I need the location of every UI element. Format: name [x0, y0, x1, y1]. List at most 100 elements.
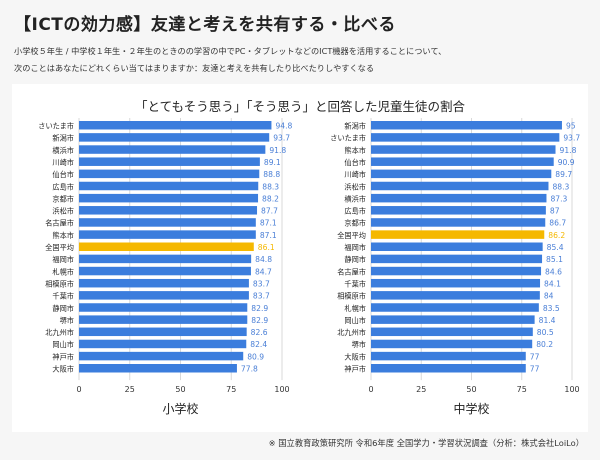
category-label-1-10: 福岡市 — [344, 243, 366, 252]
chart-title: 「とてもそう思う」「そう思う」と回答した児童生徒の割合 — [134, 99, 465, 114]
category-label-1-7: 広島市 — [344, 207, 366, 216]
value-label-1-19: 77 — [530, 352, 540, 361]
axis-caption-1: 中学校 — [453, 401, 489, 416]
bar-0-14 — [79, 291, 249, 300]
category-label-0-9: 熊本市 — [52, 231, 74, 240]
bar-0-17 — [79, 327, 247, 337]
x-tick-label-1-2: 50 — [466, 385, 476, 394]
value-label-0-7: 87.7 — [261, 207, 278, 216]
bar-1-19 — [371, 351, 526, 361]
category-label-0-0: さいたま市 — [38, 122, 74, 131]
category-label-0-6: 京都市 — [52, 194, 74, 203]
category-label-0-4: 仙台市 — [52, 170, 74, 179]
bar-1-16 — [371, 315, 535, 324]
value-label-1-17: 80.5 — [537, 328, 554, 337]
x-tick-label-1-0: 0 — [368, 385, 373, 394]
bar-1-15 — [371, 303, 539, 312]
category-label-1-6: 横浜市 — [344, 194, 366, 203]
bar-1-20 — [371, 364, 526, 373]
bar-1-8 — [371, 218, 546, 227]
category-label-0-10: 全国平均 — [45, 243, 74, 252]
category-label-0-3: 川崎市 — [52, 158, 74, 167]
bar-0-13 — [79, 278, 249, 288]
category-label-0-16: 堺市 — [60, 316, 74, 325]
bar-1-3 — [371, 157, 554, 166]
category-label-1-1: さいたま市 — [330, 134, 366, 143]
value-label-0-19: 80.9 — [247, 352, 264, 361]
bar-0-18 — [79, 339, 247, 349]
category-label-1-13: 千葉市 — [344, 279, 366, 288]
category-label-1-16: 岡山市 — [344, 316, 366, 325]
value-label-1-0: 95 — [566, 122, 576, 131]
category-label-0-20: 大阪市 — [52, 365, 74, 374]
x-tick-label-0-4: 100 — [274, 385, 289, 394]
x-tick-label-1-3: 75 — [517, 385, 527, 394]
x-tick-label-0-0: 0 — [76, 385, 81, 394]
category-label-0-7: 浜松市 — [52, 207, 74, 216]
bar-0-9 — [79, 230, 256, 239]
value-label-0-6: 88.2 — [262, 194, 279, 203]
value-label-1-12: 84.6 — [545, 267, 562, 276]
value-label-1-8: 86.7 — [549, 219, 566, 228]
category-label-0-18: 岡山市 — [52, 340, 74, 349]
bar-0-16 — [79, 315, 248, 324]
value-label-1-3: 90.9 — [558, 158, 575, 167]
category-label-1-5: 浜松市 — [344, 182, 366, 191]
value-label-0-13: 83.7 — [253, 279, 270, 288]
x-tick-label-1-4: 100 — [564, 385, 579, 394]
value-label-0-0: 94.8 — [275, 122, 292, 131]
bar-1-11 — [371, 254, 543, 264]
x-tick-label-0-2: 50 — [175, 385, 185, 394]
value-label-1-9: 86.2 — [548, 231, 565, 240]
category-label-1-15: 札幌市 — [344, 304, 366, 313]
bar-0-10 — [79, 242, 254, 251]
bar-0-7 — [79, 206, 258, 215]
value-label-0-1: 93.7 — [273, 134, 290, 143]
category-label-0-11: 福岡市 — [52, 255, 74, 264]
value-label-0-4: 88.8 — [263, 170, 280, 179]
category-label-0-12: 札幌市 — [52, 267, 74, 276]
value-label-0-18: 82.4 — [250, 340, 267, 349]
value-label-0-17: 82.6 — [251, 328, 268, 337]
category-label-1-9: 全国平均 — [337, 231, 366, 240]
value-label-0-5: 88.3 — [262, 182, 279, 191]
value-label-1-4: 89.7 — [555, 170, 572, 179]
value-label-0-20: 77.8 — [241, 365, 258, 374]
bar-0-11 — [79, 254, 252, 264]
value-label-0-11: 84.8 — [255, 255, 272, 264]
category-label-0-17: 北九州市 — [45, 328, 74, 337]
bar-1-13 — [371, 278, 541, 288]
bar-1-2 — [371, 145, 556, 154]
value-label-1-18: 80.2 — [536, 340, 553, 349]
bar-1-18 — [371, 339, 533, 349]
category-label-0-1: 新潟市 — [52, 134, 74, 143]
bar-0-0 — [79, 121, 272, 130]
category-label-1-19: 大阪市 — [344, 352, 366, 361]
bar-0-8 — [79, 218, 256, 227]
bar-0-12 — [79, 266, 251, 276]
category-label-1-14: 相模原市 — [337, 292, 366, 301]
category-label-1-3: 仙台市 — [344, 158, 366, 167]
value-label-0-2: 91.8 — [269, 146, 286, 155]
value-label-1-7: 87 — [550, 207, 560, 216]
value-label-1-11: 85.1 — [546, 255, 563, 264]
category-label-1-11: 静岡市 — [344, 255, 366, 264]
bar-1-9 — [371, 230, 545, 239]
value-label-0-3: 89.1 — [264, 158, 281, 167]
category-label-0-19: 神戸市 — [52, 352, 74, 361]
bar-0-1 — [79, 133, 270, 142]
page-title: 【ICTの効力感】友達と考えを共有する・比べる — [14, 15, 396, 35]
category-label-1-0: 新潟市 — [344, 122, 366, 131]
category-label-1-8: 京都市 — [344, 219, 366, 228]
category-label-1-12: 名古屋市 — [337, 267, 366, 276]
bar-1-6 — [371, 193, 547, 203]
bar-0-3 — [79, 157, 260, 166]
value-label-0-14: 83.7 — [253, 292, 270, 301]
category-label-0-5: 広島市 — [52, 182, 74, 191]
value-label-0-16: 82.9 — [251, 316, 268, 325]
value-label-0-9: 87.1 — [260, 231, 277, 240]
value-label-1-13: 84.1 — [544, 279, 561, 288]
value-label-0-10: 86.1 — [258, 243, 275, 252]
bar-1-17 — [371, 327, 533, 337]
bar-1-1 — [371, 133, 560, 142]
